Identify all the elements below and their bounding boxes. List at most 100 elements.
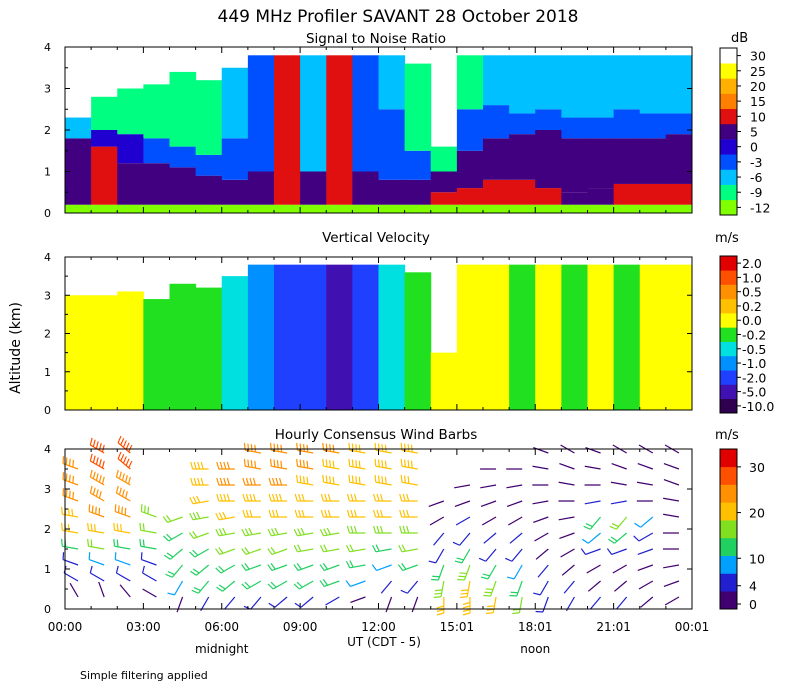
wind-barb-flag [358,460,361,469]
wind-barb-shaft [117,458,131,470]
wind-barb-flag [244,581,251,588]
snr-cell [378,109,406,180]
wind-barb-shaft [114,529,131,534]
wind-barb-flag [190,461,194,470]
wind-ytick-label: 1 [44,563,51,576]
wind-barb-flag [241,548,247,555]
wind-barb [372,493,392,502]
wind-barb-flag [483,594,491,597]
wind-barb-flag [88,552,91,560]
wind-barb-shaft [62,558,79,566]
wind-barb-flag [583,525,591,530]
snr-cell [65,204,92,213]
wind-barb-flag [384,476,387,485]
wind-barb [319,544,340,553]
wind-barb [346,509,366,518]
wind-barb-shaft [142,572,157,582]
snr-cell [639,183,667,205]
wind-barb-flag [249,477,253,486]
wind-barb-flag [219,461,223,470]
wind-barb-shaft [245,532,262,537]
wind-barb [533,446,549,454]
wind-barb-flag [406,509,410,518]
wind-barb-flag [326,527,331,535]
wind-barb [560,548,575,558]
wind-barb [398,544,418,553]
wind-barb-flag [457,578,465,581]
wind-barb-shaft [610,500,627,505]
vel-cell [456,264,484,410]
wind-barb-flag [454,560,463,564]
wind-barb [483,532,497,544]
snr-cell [430,204,458,213]
wind-barb-flag [118,487,122,495]
snr-cell [352,55,379,172]
wind-barb [433,580,445,599]
snr-ytick-label: 4 [44,41,51,54]
wind-barb-flag [611,523,619,528]
wind-barb-flag [117,451,122,459]
wind-barb [268,509,288,518]
wind-barb [559,532,575,540]
wind-barb-flag [581,538,589,544]
wind-barb-flag [298,509,302,518]
wind-barb-flag [117,505,120,513]
wind-barb-flag [399,493,403,502]
snr-cell [587,188,615,205]
wind-barb-flag [120,438,125,446]
vel-cell [639,264,667,410]
wind-barb-flag [166,515,172,522]
wind-barb-flag [117,435,122,443]
snr-cell [143,204,170,213]
snr-cell [430,192,458,205]
wind-barb [62,472,79,486]
wind-barb-flag [216,461,220,470]
wind-barb-flag [69,458,71,466]
snr-cell [613,204,641,213]
wind-barb-flag [355,444,358,452]
wind-barb-flag [92,439,96,447]
wind-barb-shaft [433,532,445,546]
wind-barb-flag [62,456,65,464]
wind-barb [87,538,105,550]
wind-barb-shaft [218,532,235,537]
wind-barb [480,484,497,489]
wind-colorbar-swatch [720,484,737,503]
snr-cell [509,134,536,180]
wind-barb-shaft [349,548,366,553]
wind-barb-flag [244,563,250,570]
wind-barb-flag [218,565,225,572]
wind-barb [88,552,105,566]
wind-barb [399,525,418,534]
wind-barb-flag [163,535,170,542]
wind-colorbar-swatch [720,466,737,485]
snr-colorbar-label: -3 [750,155,762,170]
snr-cell [247,204,275,213]
wind-barb-flag [218,584,226,590]
snr-cell [195,80,223,155]
snr-cell [561,204,588,213]
wind-barb-flag [327,493,331,502]
wind-barb-flag [372,509,377,518]
wind-barb-flag [200,461,204,470]
wind-barb-flag [88,504,91,512]
wind-colorbar-label: 0 [749,597,757,612]
wind-barb-flag [267,528,272,537]
wind-barb-flag [376,493,380,502]
wind-barb [589,596,602,610]
wind-barb [506,500,523,508]
wind-barb-flag [351,475,354,483]
wind-barb-shaft [176,596,184,613]
wind-colorbar-swatch [720,555,737,574]
snr-cell [587,204,615,213]
time-tick-label: 00:01 [675,620,710,634]
wind-barb-flag [375,544,380,552]
snr-cell [665,134,693,184]
wind-colorbar-swatch [720,502,737,521]
wind-barb-flag [349,560,354,568]
wind-barb [558,516,575,521]
wind-barb-flag [101,444,105,453]
snr-cell [561,55,588,118]
wind-barb-shaft [271,532,288,537]
wind-barb [243,596,262,610]
